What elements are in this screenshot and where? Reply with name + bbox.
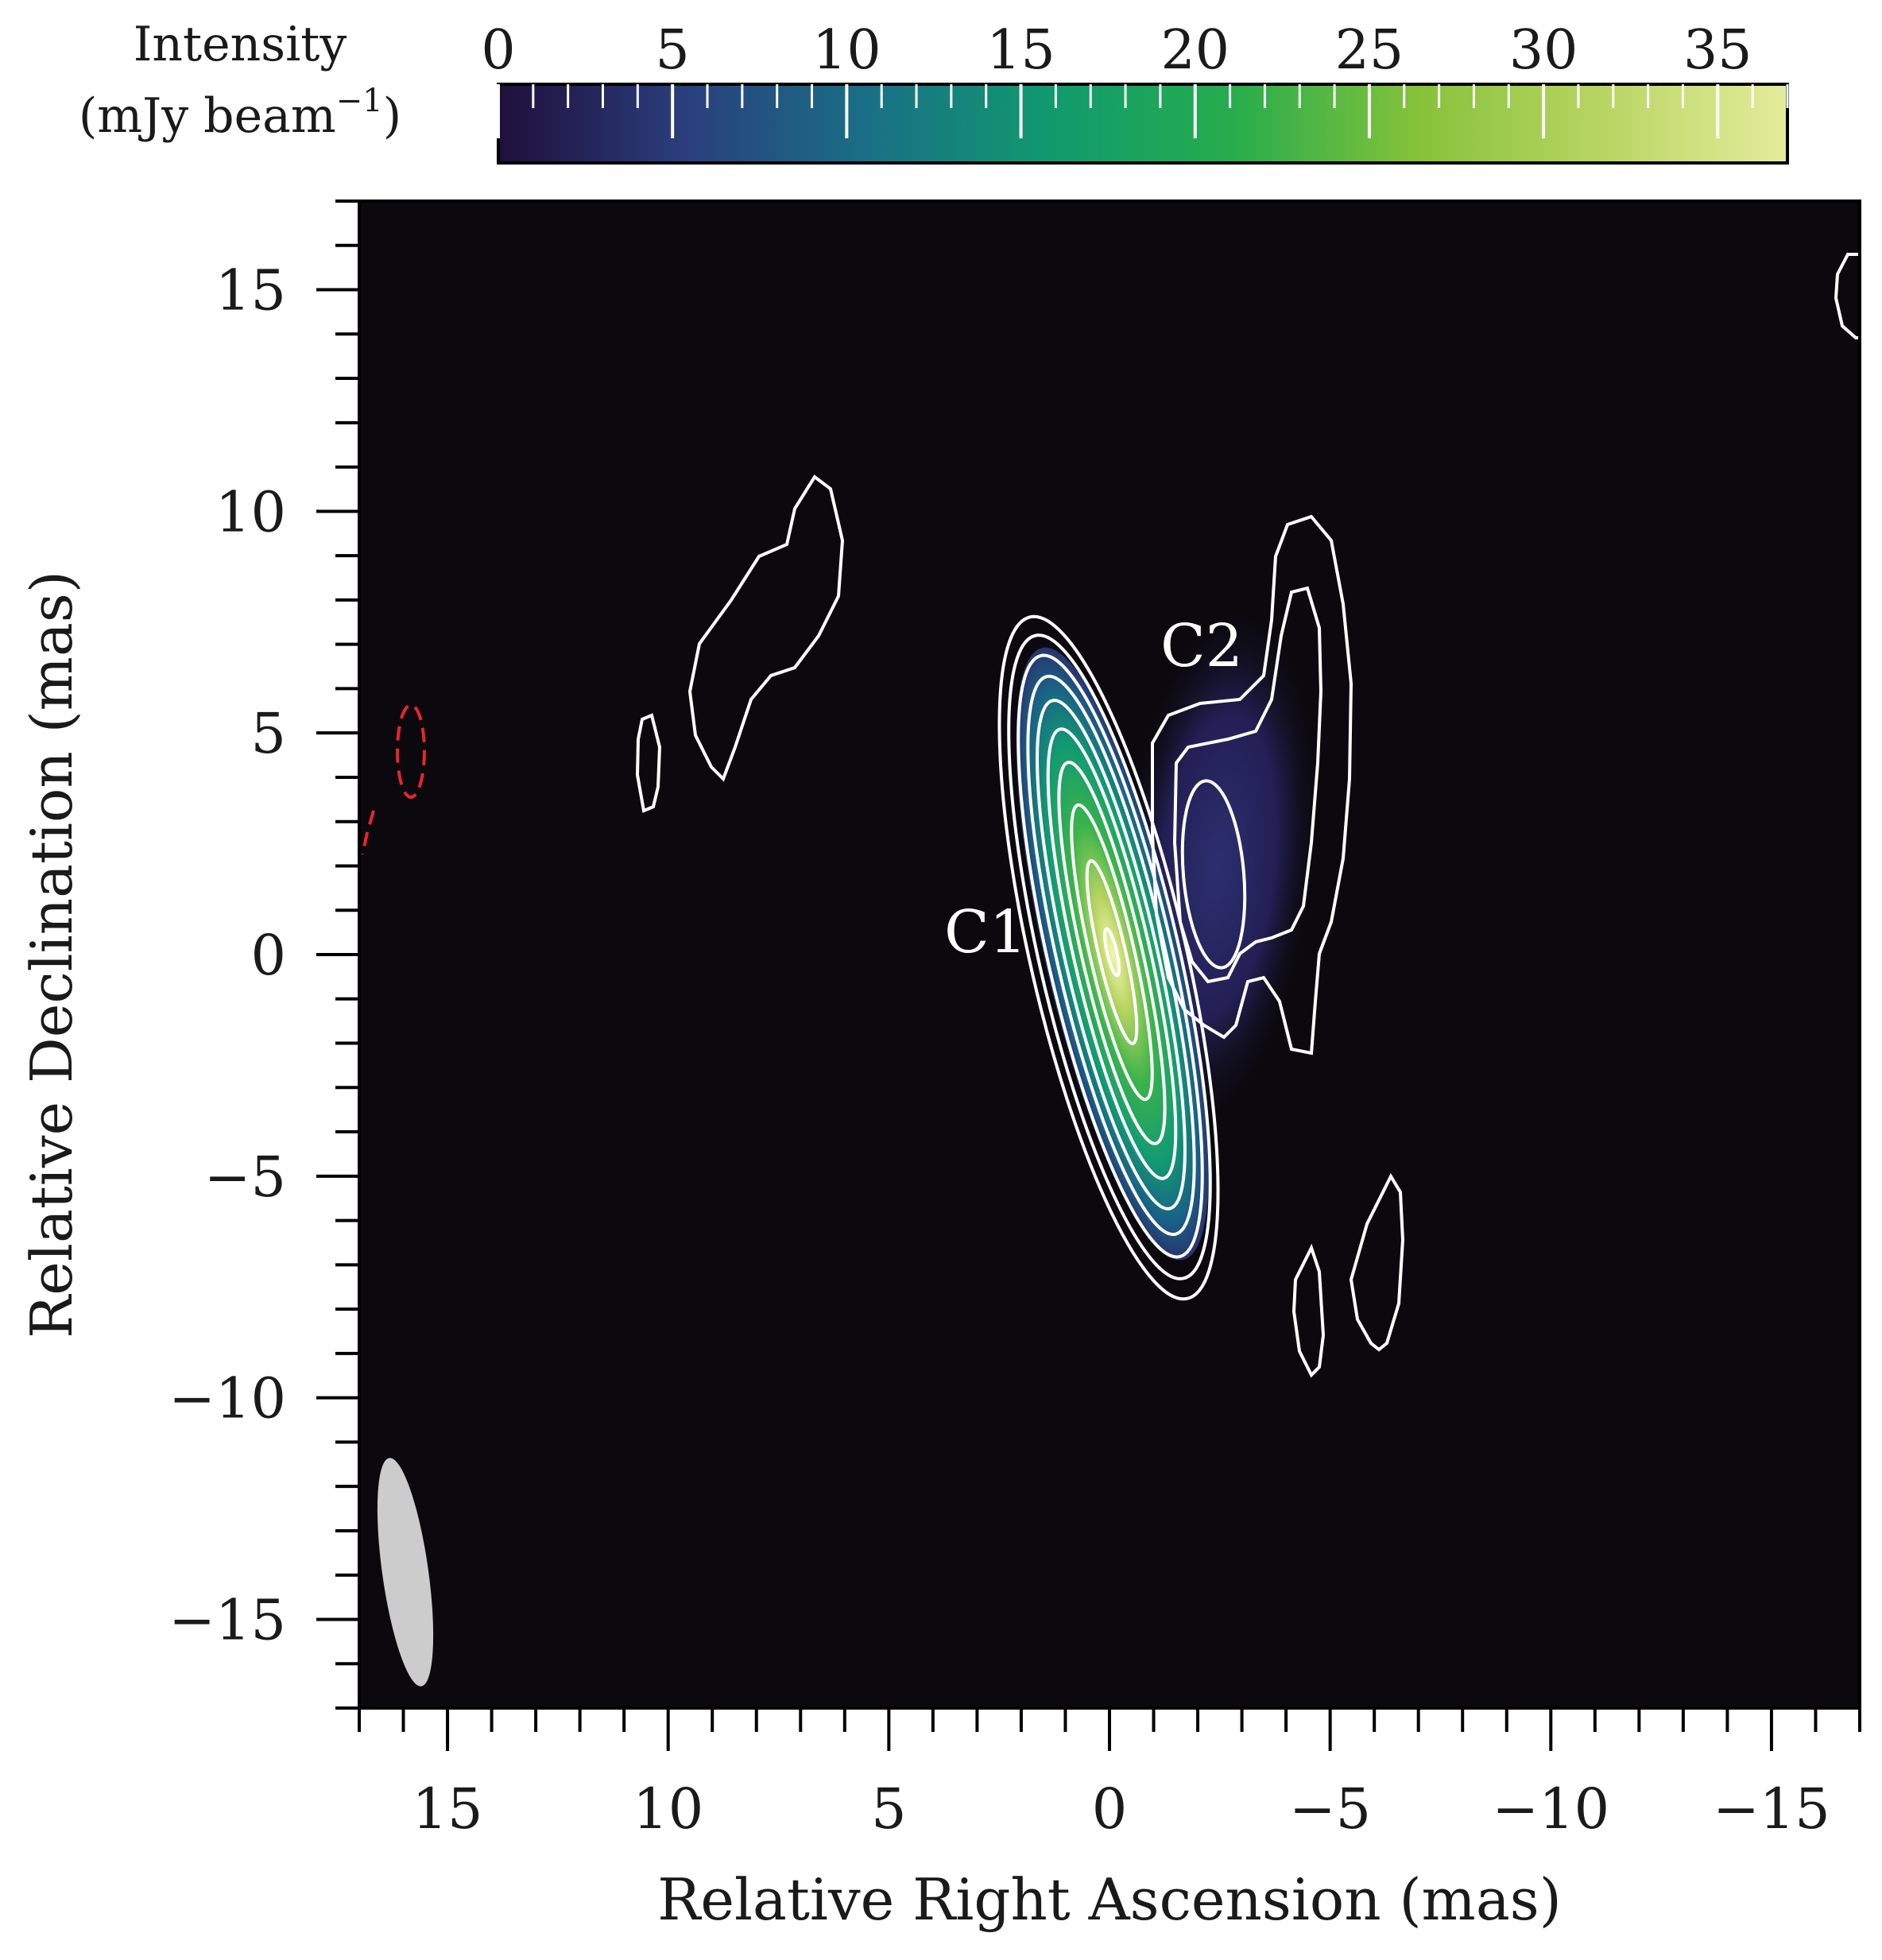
- y-tick-label: −15: [168, 1587, 286, 1652]
- x-tick-label: 5: [871, 1776, 907, 1842]
- component-label-c1: C1: [944, 898, 1027, 966]
- c1-contour-5: [1036, 699, 1187, 1210]
- y-tick-label: −10: [168, 1366, 286, 1431]
- c1-contour-6: [1046, 727, 1178, 1180]
- c1-contour-4: [1026, 674, 1196, 1237]
- c1-contour-7: [1057, 761, 1167, 1145]
- negative-contour-1: [396, 703, 426, 799]
- component-label-c2: C2: [1160, 612, 1243, 680]
- c2-contour-inner: [1180, 779, 1247, 970]
- c1-contour-8: [1070, 803, 1154, 1102]
- colorbar: Intensity (mJy beam−1) 0 5 10 15 20 25 30 35: [79, 17, 1789, 165]
- colorbar-tick-label: 10: [812, 19, 881, 82]
- colorbar-tick-label: 15: [986, 19, 1055, 82]
- x-axis-label: Relative Right Ascension (mas): [657, 1866, 1562, 1933]
- x-tick-label: 0: [1092, 1776, 1128, 1842]
- plot-area: C1 C2: [358, 199, 1861, 1710]
- colorbar-tick-label: 5: [656, 19, 690, 82]
- c1-contour-9: [1085, 858, 1139, 1046]
- y-tick-label: 5: [250, 701, 286, 766]
- colorbar-gradient: [497, 83, 1789, 165]
- c2-contours: [1151, 514, 1353, 1056]
- contour-north-east-blob: [687, 475, 845, 782]
- colorbar-tick-label: 25: [1335, 19, 1404, 82]
- x-axis: 15 10 5 0 −5 −10 −15: [358, 1708, 1861, 1842]
- c1-contour-10: [1103, 927, 1121, 978]
- colorbar-tick-label: 20: [1160, 19, 1229, 82]
- colorbar-title-line1: Intensity: [134, 17, 347, 72]
- c2-contour-outer: [1151, 514, 1353, 1056]
- beam-ellipse: [377, 1458, 434, 1687]
- c2-contour-middle: [1172, 586, 1323, 984]
- colorbar-tick-label: 30: [1509, 19, 1578, 82]
- x-tick-label: 10: [633, 1776, 703, 1842]
- colorbar-ticks: 0 5 10 15 20 25 30 35: [481, 19, 1789, 138]
- y-tick-label: 10: [215, 479, 286, 544]
- y-axis: 15 10 5 0 −5 −10 −15: [168, 199, 359, 1710]
- contours: [635, 253, 1860, 1378]
- colorbar-tick-label: 35: [1683, 19, 1752, 82]
- y-axis-label: Relative Declination (mas): [18, 571, 85, 1338]
- colorbar-title-line2: (mJy beam−1): [79, 83, 401, 144]
- c1-contour-2: [1007, 633, 1212, 1280]
- negative-contour-2: [361, 810, 375, 855]
- y-tick-label: 15: [215, 258, 286, 323]
- contour-small-east-blob: [635, 713, 662, 813]
- x-tick-label: −15: [1713, 1776, 1830, 1842]
- contour-south-west-blob-b: [1349, 1172, 1405, 1352]
- x-tick-label: −5: [1289, 1776, 1371, 1842]
- c1-emission: [1016, 647, 1210, 1261]
- c1-contour-3: [1017, 653, 1204, 1259]
- negative-contours: [361, 703, 426, 855]
- contour-south-west-blob-a: [1291, 1243, 1326, 1378]
- y-tick-label: −5: [204, 1145, 286, 1210]
- y-tick-label: 0: [250, 923, 286, 988]
- intensity-image: [1016, 613, 1316, 1261]
- contour-corner-blob: [1834, 253, 1860, 339]
- colorbar-tick-label: 0: [481, 19, 515, 82]
- x-tick-label: 15: [412, 1776, 483, 1842]
- x-tick-label: −10: [1492, 1776, 1609, 1842]
